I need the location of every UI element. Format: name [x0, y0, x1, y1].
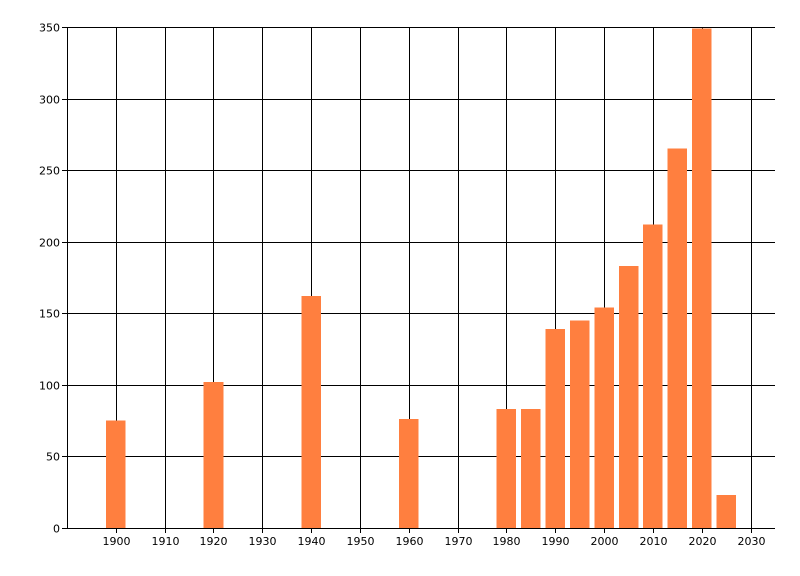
bars — [106, 28, 736, 529]
y-tick-label: 150 — [39, 308, 60, 321]
bar — [618, 266, 639, 528]
x-tick-label: 1940 — [298, 535, 326, 548]
x-axis-ticks: 1900 1910 1920 1930 1940 1950 1960 1970 1980 1990… — [103, 528, 766, 548]
bar — [667, 148, 688, 529]
bar — [691, 28, 712, 529]
y-tick-label: 350 — [39, 22, 60, 35]
y-tick-label: 0 — [53, 523, 60, 536]
bar — [399, 419, 419, 528]
y-tick-label: 50 — [46, 451, 60, 464]
x-tick-label: 2030 — [738, 535, 766, 548]
y-tick-label: 100 — [39, 380, 60, 393]
y-tick-label: 250 — [39, 165, 60, 178]
y-axis-ticks: 0 50 100 150 200 250 300 350 — [39, 22, 67, 536]
x-tick-label: 1960 — [396, 535, 424, 548]
bar — [569, 320, 590, 528]
x-tick-label: 1970 — [445, 535, 473, 548]
x-tick-label: 1990 — [542, 535, 570, 548]
axes — [67, 27, 775, 529]
bar — [545, 329, 566, 528]
bar — [716, 495, 736, 528]
x-tick-label: 1920 — [200, 535, 228, 548]
y-tick-label: 200 — [39, 237, 60, 250]
bar — [643, 224, 663, 529]
y-tick-label: 300 — [39, 94, 60, 107]
x-tick-label: 1950 — [347, 535, 375, 548]
bar — [106, 420, 126, 528]
x-tick-label: 1910 — [152, 535, 180, 548]
x-tick-label: 2010 — [640, 535, 668, 548]
x-tick-label: 2000 — [591, 535, 619, 548]
bar — [496, 409, 517, 528]
bar — [301, 296, 321, 528]
bar — [594, 307, 614, 528]
bar — [521, 409, 541, 528]
x-tick-label: 1900 — [103, 535, 131, 548]
x-tick-label: 2020 — [689, 535, 717, 548]
x-tick-label: 1930 — [249, 535, 277, 548]
bar — [203, 381, 224, 528]
x-tick-label: 1980 — [493, 535, 521, 548]
